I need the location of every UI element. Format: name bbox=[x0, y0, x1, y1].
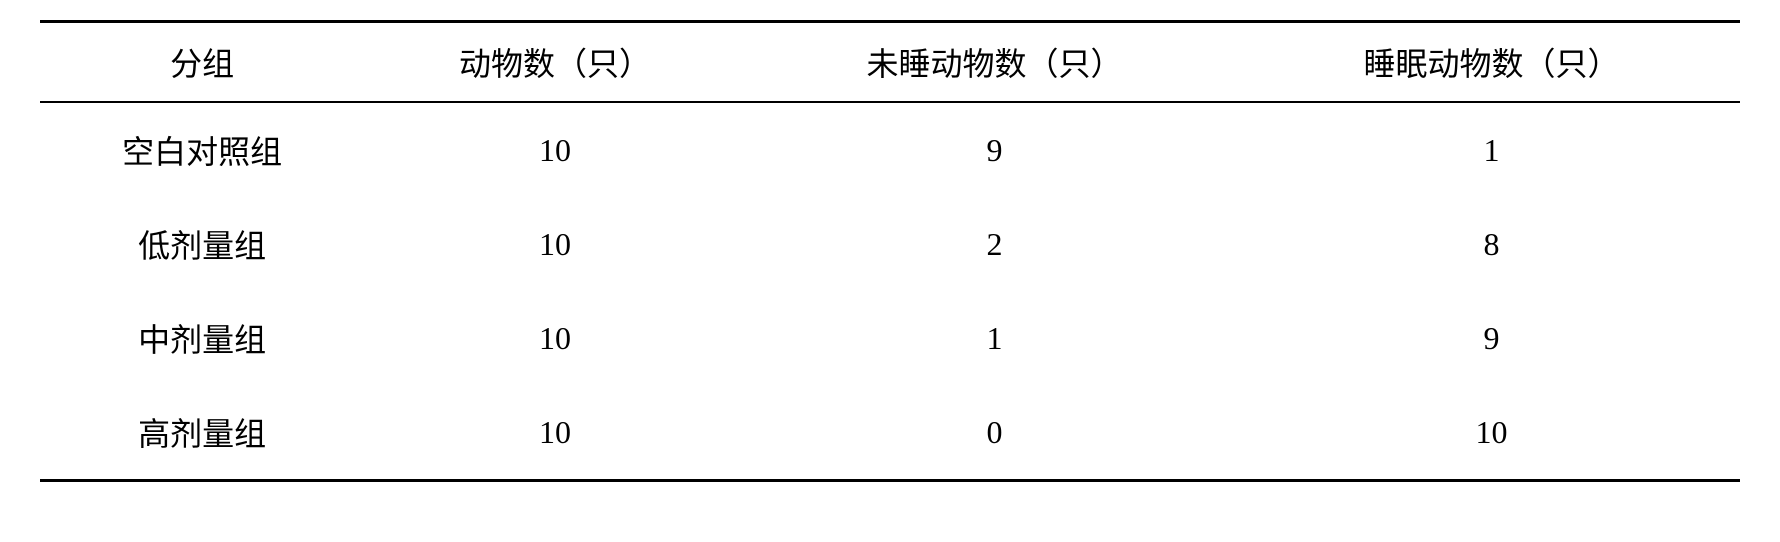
table-row: 高剂量组 10 0 10 bbox=[40, 385, 1740, 481]
table-row: 空白对照组 10 9 1 bbox=[40, 102, 1740, 197]
column-header-awake-count: 未睡动物数（只） bbox=[746, 22, 1243, 103]
cell-group: 空白对照组 bbox=[40, 102, 364, 197]
cell-group: 中剂量组 bbox=[40, 291, 364, 385]
cell-awake-count: 0 bbox=[746, 385, 1243, 481]
column-header-animal-count: 动物数（只） bbox=[364, 22, 746, 103]
table-row: 低剂量组 10 2 8 bbox=[40, 197, 1740, 291]
cell-sleep-count: 10 bbox=[1243, 385, 1740, 481]
column-header-sleep-count: 睡眠动物数（只） bbox=[1243, 22, 1740, 103]
cell-sleep-count: 1 bbox=[1243, 102, 1740, 197]
cell-sleep-count: 9 bbox=[1243, 291, 1740, 385]
cell-group: 低剂量组 bbox=[40, 197, 364, 291]
cell-group: 高剂量组 bbox=[40, 385, 364, 481]
cell-awake-count: 2 bbox=[746, 197, 1243, 291]
cell-animal-count: 10 bbox=[364, 102, 746, 197]
cell-sleep-count: 8 bbox=[1243, 197, 1740, 291]
cell-animal-count: 10 bbox=[364, 385, 746, 481]
cell-animal-count: 10 bbox=[364, 291, 746, 385]
table-row: 中剂量组 10 1 9 bbox=[40, 291, 1740, 385]
table-header-row: 分组 动物数（只） 未睡动物数（只） 睡眠动物数（只） bbox=[40, 22, 1740, 103]
cell-awake-count: 9 bbox=[746, 102, 1243, 197]
cell-awake-count: 1 bbox=[746, 291, 1243, 385]
column-header-group: 分组 bbox=[40, 22, 364, 103]
data-table: 分组 动物数（只） 未睡动物数（只） 睡眠动物数（只） 空白对照组 10 9 1… bbox=[40, 20, 1740, 482]
cell-animal-count: 10 bbox=[364, 197, 746, 291]
